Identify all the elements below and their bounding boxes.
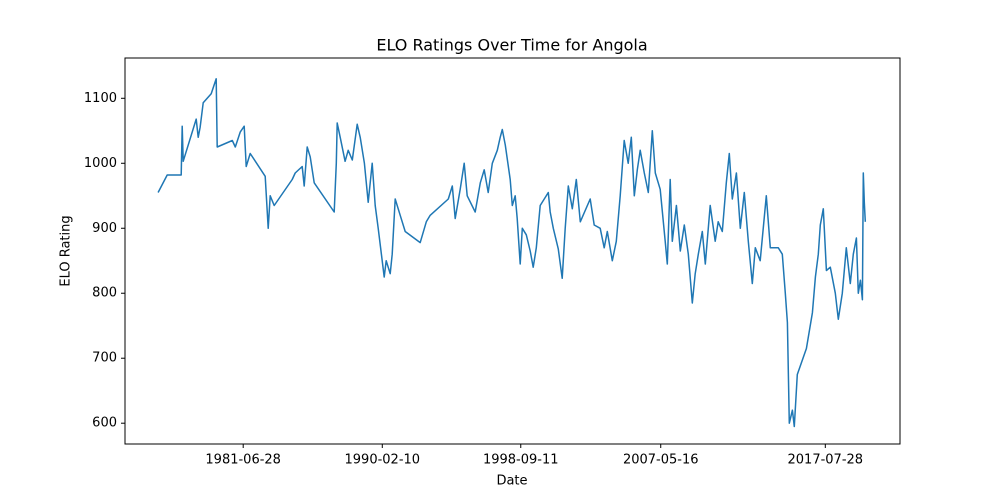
y-tick-label: 1000 [84, 156, 117, 171]
x-axis-label: Date [496, 474, 527, 489]
x-tick-label: 2017-07-28 [788, 453, 864, 468]
plot-frame [124, 57, 901, 445]
chart-title: ELO Ratings Over Time for Angola [376, 36, 647, 55]
y-tick-label: 700 [92, 351, 117, 366]
y-tick-label: 800 [92, 286, 117, 301]
x-tick-label: 2007-05-16 [623, 453, 699, 468]
series-line [157, 78, 867, 428]
y-axis-label: ELO Rating [59, 215, 74, 286]
y-tick-label: 900 [92, 221, 117, 236]
y-tick-label: 600 [92, 416, 117, 431]
x-tick-label: 1990-02-10 [345, 453, 421, 468]
x-tick-label: 1981-06-28 [205, 453, 281, 468]
y-tick-label: 1100 [84, 91, 117, 106]
x-tick-label: 1998-09-11 [483, 453, 559, 468]
